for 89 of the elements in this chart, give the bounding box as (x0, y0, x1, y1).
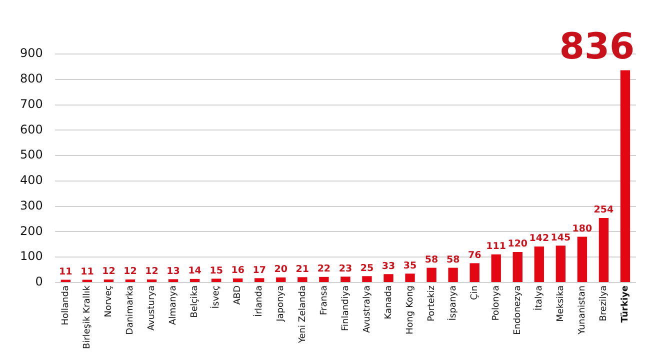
bar (254, 278, 264, 282)
y-tick-label: 600 (20, 122, 43, 136)
bar (598, 218, 609, 282)
x-tick-label: Portekiz (426, 285, 437, 322)
bar (298, 277, 308, 282)
bar (362, 276, 372, 282)
x-tick-label: Norveç (104, 285, 114, 318)
y-tick-label: 900 (20, 46, 43, 60)
x-tick-label: İspanya (446, 285, 458, 321)
bar (405, 274, 415, 282)
x-tick-label: Hollanda (61, 285, 72, 326)
data-label: 142 (529, 233, 550, 244)
x-tick-label: Yeni Zelanda (298, 285, 308, 344)
x-tick-label: İrlanda (252, 285, 265, 317)
data-label: 180 (572, 224, 592, 235)
x-tick-label: Birleşik Krallık (82, 284, 93, 350)
data-label: 58 (446, 254, 460, 266)
data-label: 12 (145, 266, 158, 278)
x-tick-label: Finlandiya (340, 285, 351, 332)
data-label: 23 (338, 263, 352, 274)
bar (426, 268, 436, 282)
x-tick-label: Avustralya (362, 285, 372, 333)
x-tick-label: Avusturya (147, 285, 158, 331)
y-tick-label: 700 (20, 96, 43, 111)
x-tick-label: Brezilya (599, 285, 610, 322)
data-label: 76 (468, 250, 482, 261)
data-label: 22 (317, 264, 331, 275)
data-label: 11 (59, 266, 72, 278)
data-label: 836 (559, 26, 635, 68)
data-label: 120 (508, 238, 528, 250)
data-label: 14 (188, 266, 202, 277)
bar (384, 274, 394, 282)
bar (319, 276, 329, 282)
y-tick-label: 100 (20, 249, 43, 264)
x-tick-label: Hong Kong (405, 285, 416, 334)
x-tick-label: Kanada (384, 285, 394, 320)
bar (190, 278, 200, 282)
y-tick-label: 200 (20, 224, 43, 238)
data-label: 254 (594, 204, 614, 216)
data-label: 33 (382, 260, 396, 272)
bar (556, 246, 566, 282)
x-tick-label: Belçika (190, 285, 200, 318)
bar (104, 279, 114, 282)
bar (491, 254, 501, 282)
bar (211, 278, 222, 282)
y-tick-label: 300 (20, 198, 43, 212)
bar (168, 279, 178, 282)
data-label: 145 (550, 232, 571, 244)
x-tick-label: Çin (470, 285, 480, 300)
data-label: 58 (424, 254, 439, 266)
data-label: 13 (166, 266, 180, 277)
x-tick-label: ABD (233, 285, 244, 305)
bar (534, 246, 544, 282)
x-tick-label: Polonya (491, 285, 502, 321)
y-tick-label: 800 (20, 72, 43, 86)
data-label: 11 (80, 266, 94, 278)
x-tick-label: Meksika (556, 285, 566, 322)
y-tick-label: 400 (20, 173, 43, 188)
data-label: 12 (124, 266, 137, 278)
x-tick-label: Almanya (168, 285, 179, 325)
data-label: 12 (102, 266, 116, 278)
bar (146, 279, 157, 282)
bar (340, 276, 350, 282)
bar (577, 236, 588, 282)
x-tick-label: İsveç (210, 285, 222, 309)
data-label: 25 (360, 262, 374, 274)
y-tick-label: 0 (35, 274, 43, 289)
bar (448, 268, 458, 282)
bar (233, 278, 243, 282)
bar (125, 279, 136, 282)
bar (470, 263, 480, 282)
data-label: 21 (296, 264, 310, 275)
x-tick-label: Fransa (319, 285, 330, 316)
data-label: 111 (486, 241, 506, 252)
y-tick-label: 500 (20, 148, 43, 162)
x-tick-label: Türkiye (620, 285, 631, 323)
data-label: 17 (252, 264, 266, 276)
data-label: 35 (403, 260, 417, 272)
x-tick-label: Endonezya (512, 285, 523, 335)
bar (276, 277, 286, 282)
bar (512, 252, 522, 282)
x-tick-label: Danimarka (126, 285, 136, 335)
x-tick-label: Yunanistan (578, 285, 588, 336)
bar (620, 70, 630, 282)
data-label: 16 (231, 265, 245, 276)
x-tick-label: Japonya (276, 285, 286, 322)
x-tick-label: İtalya (532, 285, 544, 311)
data-label: 20 (274, 264, 288, 276)
data-label: 15 (210, 265, 223, 276)
